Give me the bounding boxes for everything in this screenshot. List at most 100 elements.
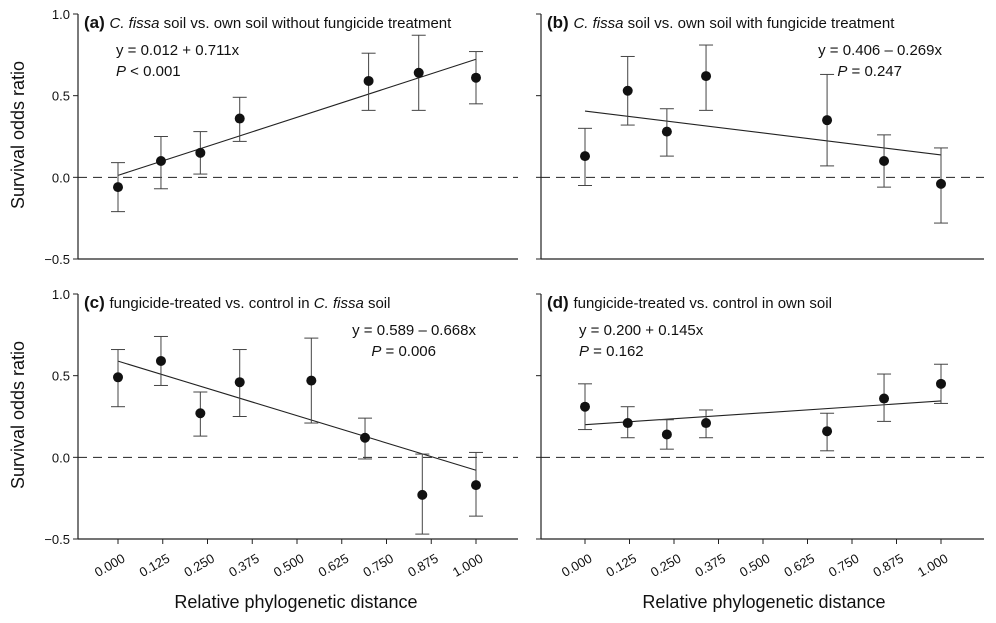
x-tick-label: 0.000 bbox=[92, 551, 128, 580]
x-tick-label: 0.375 bbox=[692, 551, 728, 580]
data-point bbox=[661, 429, 672, 440]
data-point bbox=[580, 401, 590, 412]
x-tick-label: 0.000 bbox=[559, 551, 595, 580]
x-tick-label: 0.125 bbox=[603, 551, 639, 580]
data-point bbox=[936, 178, 946, 189]
regression-equation: y = 0.589 – 0.668x bbox=[352, 322, 476, 339]
y-axis-title-top: Survival odds ratio bbox=[8, 61, 28, 209]
data-point bbox=[471, 480, 481, 491]
x-tick-label: 1.000 bbox=[915, 551, 951, 580]
panel-letter: (c) bbox=[84, 293, 110, 312]
data-point bbox=[701, 71, 712, 82]
data-point bbox=[879, 156, 890, 166]
p-value: P < 0.001 bbox=[116, 63, 181, 80]
y-tick-label: 0.5 bbox=[52, 369, 70, 384]
y-tick-label: −0.5 bbox=[44, 532, 70, 547]
regression-equation: y = 0.406 – 0.269x bbox=[818, 42, 942, 59]
panel-title: (a) C. fissa soil vs. own soil without f… bbox=[84, 13, 452, 32]
data-point bbox=[113, 182, 123, 193]
panel-title-part: C. fissa bbox=[573, 15, 623, 32]
x-tick-label: 0.500 bbox=[271, 551, 307, 580]
x-tick-label: 0.875 bbox=[405, 551, 441, 580]
data-point bbox=[879, 393, 890, 404]
regression-equation: y = 0.012 + 0.711x bbox=[116, 42, 240, 59]
x-axis-title-right: Relative phylogenetic distance bbox=[642, 592, 885, 612]
panel-title: (d) fungicide-treated vs. control in own… bbox=[547, 293, 832, 312]
data-point bbox=[306, 375, 317, 386]
regression-line bbox=[584, 110, 942, 156]
y-tick-label: 0.0 bbox=[52, 170, 70, 185]
data-point bbox=[661, 126, 672, 137]
x-tick-label: 0.625 bbox=[781, 551, 817, 580]
data-point bbox=[195, 408, 206, 419]
x-tick-label: 0.750 bbox=[360, 551, 396, 580]
x-tick-label: 0.250 bbox=[648, 551, 684, 580]
regression-line bbox=[117, 360, 477, 471]
panel-b: (b) C. fissa soil vs. own soil with fung… bbox=[536, 13, 984, 260]
x-tick-label: 0.875 bbox=[870, 551, 906, 580]
x-tick-label: 1.000 bbox=[450, 551, 486, 580]
p-symbol: P bbox=[116, 63, 126, 80]
y-axis-title-bottom: Survival odds ratio bbox=[8, 341, 28, 489]
x-tick-label: 0.125 bbox=[137, 551, 173, 580]
panels: 1.0 0.5 0.0 −0.5 (a) C. fissa soil vs. own s… bbox=[44, 7, 984, 580]
panel-title-part: fungicide-treated vs. control in bbox=[110, 295, 314, 312]
data-point bbox=[234, 113, 245, 124]
panel-title-part: soil vs. own soil without fungicide trea… bbox=[160, 15, 453, 32]
regression-equation: y = 0.200 + 0.145x bbox=[579, 322, 704, 339]
data-point bbox=[363, 75, 374, 86]
data-point bbox=[622, 85, 633, 96]
data-point bbox=[701, 418, 712, 429]
data-point bbox=[195, 147, 206, 158]
panel-letter: (b) bbox=[547, 13, 573, 32]
data-point bbox=[622, 418, 633, 429]
data-point bbox=[113, 372, 123, 383]
data-point bbox=[471, 72, 481, 83]
panel-letter: (a) bbox=[84, 13, 110, 32]
x-tick-label: 0.625 bbox=[316, 551, 352, 580]
data-point bbox=[822, 426, 833, 437]
regression-line bbox=[117, 58, 477, 176]
panel-title-part: fungicide-treated vs. control in own soi… bbox=[573, 295, 831, 312]
data-point bbox=[234, 377, 245, 388]
panel-letter: (d) bbox=[547, 293, 573, 312]
panel-title-part: C. fissa bbox=[314, 295, 364, 312]
p-number: < 0.001 bbox=[126, 63, 181, 80]
data-point bbox=[822, 115, 833, 126]
p-symbol: P bbox=[837, 63, 847, 80]
x-tick-label: 0.375 bbox=[226, 551, 262, 580]
data-point bbox=[936, 378, 946, 389]
y-tick-label: 0.0 bbox=[52, 450, 70, 465]
regression-line bbox=[584, 400, 942, 426]
p-number: = 0.247 bbox=[847, 63, 902, 80]
p-value: P = 0.247 bbox=[837, 63, 902, 80]
panel-title-part: soil vs. own soil with fungicide treatme… bbox=[623, 15, 895, 32]
x-tick-label: 0.250 bbox=[181, 551, 217, 580]
x-tick-label: 0.500 bbox=[737, 551, 773, 580]
data-point bbox=[413, 67, 424, 78]
y-tick-label: 1.0 bbox=[52, 7, 70, 22]
panel-title-part: C. fissa bbox=[110, 15, 160, 32]
p-value: P = 0.162 bbox=[579, 343, 644, 360]
y-tick-label: −0.5 bbox=[44, 252, 70, 267]
p-symbol: P bbox=[579, 343, 589, 360]
panel-title-part: soil bbox=[364, 295, 391, 312]
x-tick-label: 0.750 bbox=[826, 551, 862, 580]
data-point bbox=[417, 489, 428, 500]
p-value: P = 0.006 bbox=[371, 343, 436, 360]
p-number: = 0.162 bbox=[589, 343, 644, 360]
data-point bbox=[360, 432, 371, 443]
panel-title: (b) C. fissa soil vs. own soil with fung… bbox=[547, 13, 895, 32]
p-symbol: P bbox=[371, 343, 381, 360]
x-axis-title-left: Relative phylogenetic distance bbox=[174, 592, 417, 612]
panel-c: 1.0 0.5 0.0 −0.5 0.000 0.125 0.250 0.375 0.500 0.… bbox=[44, 287, 518, 580]
y-tick-label: 0.5 bbox=[52, 89, 70, 104]
data-point bbox=[155, 156, 166, 166]
panel-title: (c) fungicide-treated vs. control in C. … bbox=[84, 293, 390, 312]
data-point bbox=[580, 151, 590, 162]
data-point bbox=[155, 355, 166, 366]
panel-a: 1.0 0.5 0.0 −0.5 (a) C. fissa soil vs. own s… bbox=[44, 7, 518, 267]
y-tick-label: 1.0 bbox=[52, 287, 70, 302]
panel-d: 0.000 0.125 0.250 0.375 0.500 0.625 0.750 0.875… bbox=[536, 293, 984, 580]
